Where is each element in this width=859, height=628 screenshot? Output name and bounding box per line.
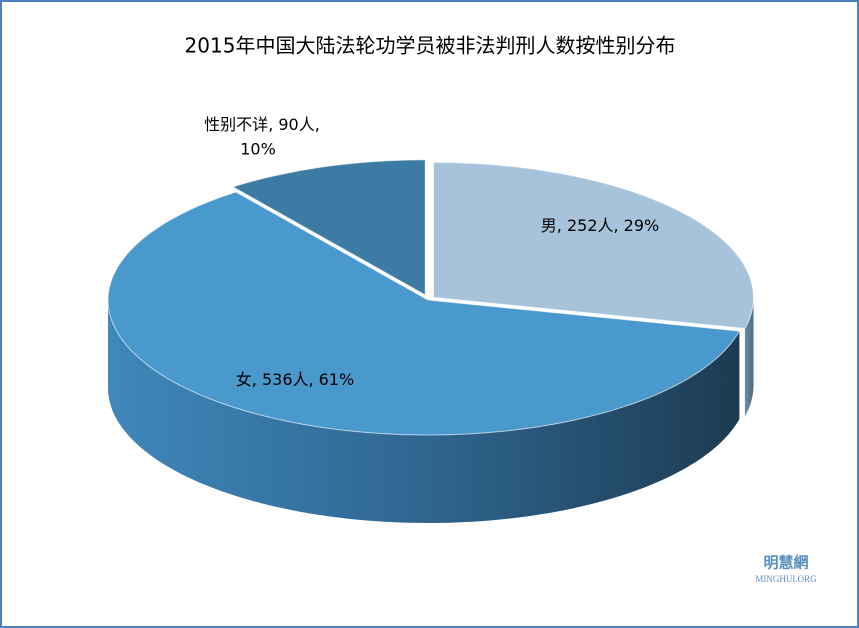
separator: , bbox=[252, 370, 262, 389]
separator: , bbox=[557, 216, 567, 235]
percent-label: 10% bbox=[240, 140, 276, 159]
slice-side bbox=[108, 300, 740, 523]
separator: , bbox=[268, 115, 278, 134]
category-label: 女 bbox=[236, 370, 252, 389]
separator: , bbox=[614, 216, 624, 235]
separator: , bbox=[309, 370, 319, 389]
value-label: 90人 bbox=[278, 115, 314, 134]
data-label: 性别不详, 90人, bbox=[204, 115, 320, 134]
labels: 男, 252人, 29% 女, 536人, 61% 性别不详, 90人, 10% bbox=[204, 115, 659, 389]
slice bbox=[433, 161, 754, 330]
slice-side bbox=[744, 297, 754, 417]
data-label: 男, 252人, 29% bbox=[541, 216, 659, 235]
slice bbox=[231, 159, 426, 296]
watermark-name: 明慧網 bbox=[763, 554, 808, 572]
slice bbox=[107, 191, 741, 436]
category-label: 男 bbox=[541, 216, 557, 235]
percent-label: 61% bbox=[319, 370, 355, 389]
separator: , bbox=[315, 115, 320, 134]
value-label: 536人 bbox=[262, 370, 309, 389]
category-label: 性别不详 bbox=[204, 115, 268, 134]
data-label: 女, 536人, 61% bbox=[236, 370, 354, 389]
chart-title: 2015年中国大陆法轮功学员被非法判刑人数按性别分布 bbox=[185, 34, 676, 58]
value-label: 252人 bbox=[567, 216, 614, 235]
percent-label: 29% bbox=[624, 216, 660, 235]
pie bbox=[107, 159, 754, 523]
watermark-site: MINGHUI.ORG bbox=[755, 574, 817, 584]
